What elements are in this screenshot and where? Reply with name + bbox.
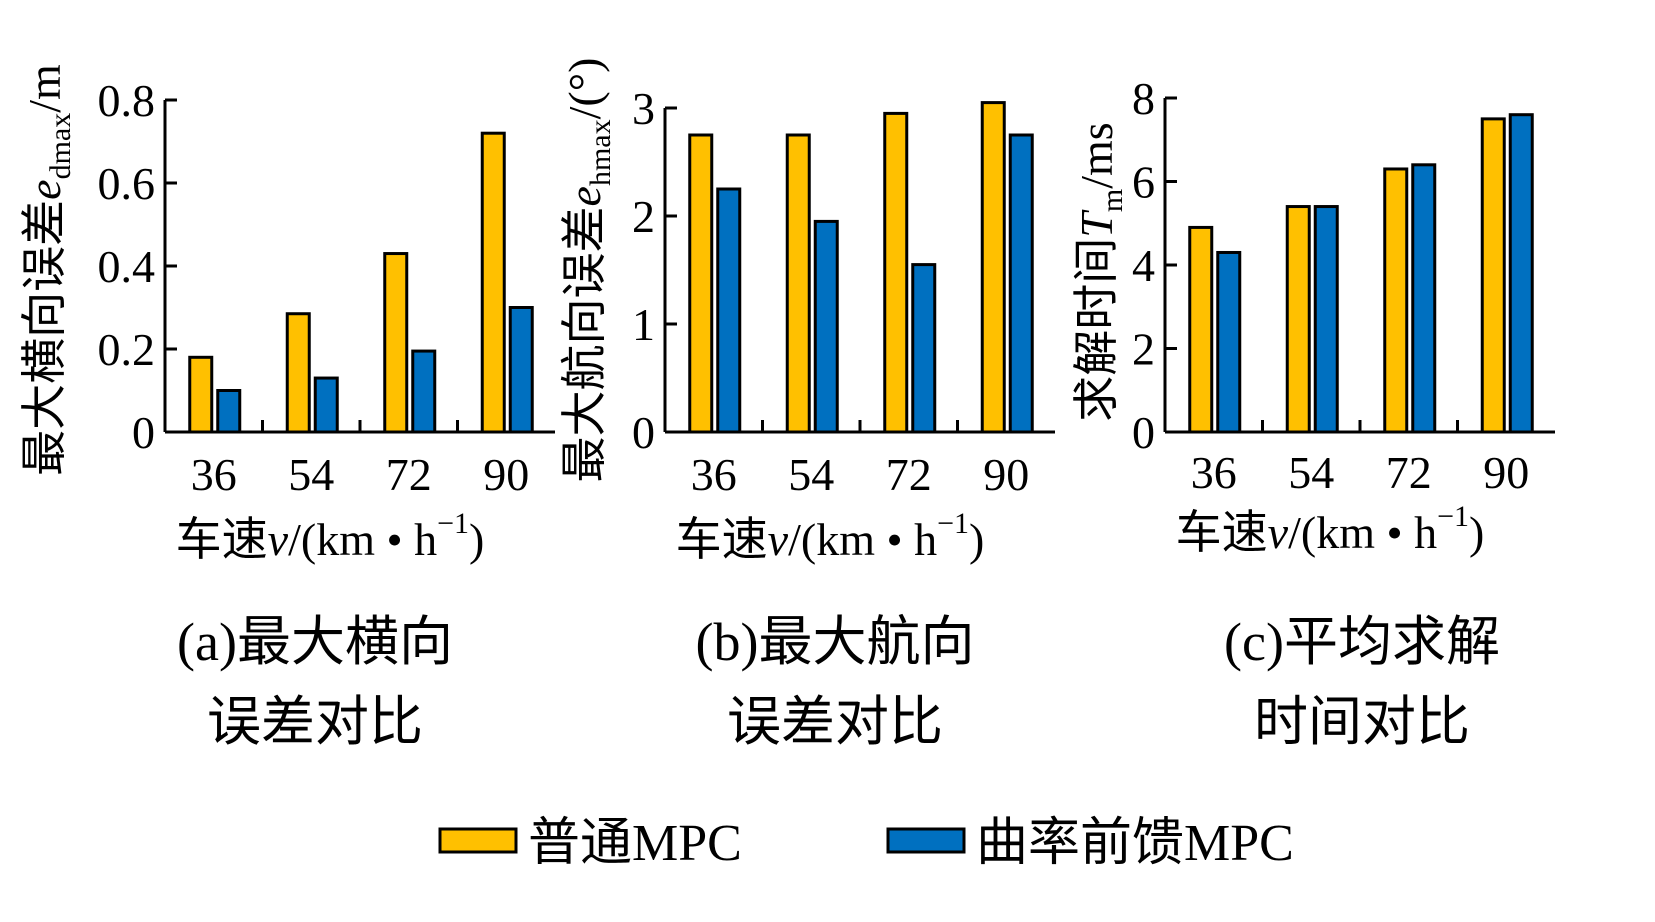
- bar-mpc: [383, 252, 409, 434]
- bar-curvature-mpc: [1508, 113, 1534, 434]
- y-tick-label: 1: [632, 299, 655, 350]
- bar-mpc: [883, 111, 909, 434]
- bar-curvature-mpc: [716, 187, 742, 434]
- y-axis-label: 最大横向误差edmax/m: [19, 64, 77, 476]
- y-tick-label: 0.2: [98, 324, 156, 375]
- x-tick-label: 90: [483, 449, 529, 500]
- legend-label-series2: 曲率前馈MPC: [976, 815, 1294, 872]
- bar-curvature-mpc: [313, 376, 339, 434]
- x-tick-label: 54: [288, 449, 334, 500]
- bar-curvature-mpc: [411, 349, 437, 434]
- x-tick-label: 72: [386, 449, 432, 500]
- bar-curvature-mpc: [1313, 205, 1339, 434]
- panel-caption-line2: 误差对比: [207, 692, 423, 752]
- bar-curvature-mpc: [216, 389, 242, 434]
- panel-a: 0 0.2 0.4 0.6 0.8 36 54 72 90 车速v/(km • h−1) 最大横向误…: [19, 64, 555, 752]
- y-tick-label: 0.6: [98, 158, 156, 209]
- y-tick-label: 0: [132, 407, 155, 458]
- bar-mpc: [1480, 117, 1506, 434]
- panel-b: 0 1 2 3 36 54 72 90 车速v/(km • h−1) 最大航向误差ehmax/(°…: [559, 58, 1055, 752]
- bar-curvature-mpc: [813, 219, 839, 434]
- legend-swatch-series2: [886, 827, 966, 854]
- y-tick-label: 2: [632, 191, 655, 242]
- x-tick-label: 36: [191, 449, 237, 500]
- bar-mpc: [480, 131, 506, 434]
- x-axis-label: 车速v/(km • h−1): [176, 507, 485, 565]
- x-tick-label: 54: [1288, 447, 1334, 498]
- x-axis-label: 车速v/(km • h−1): [1176, 500, 1485, 558]
- y-tick-label: 3: [632, 83, 655, 134]
- panel-caption-line1: (b)最大航向: [696, 612, 975, 672]
- x-tick-label: 90: [1483, 447, 1529, 498]
- x-axis-label: 车速v/(km • h−1): [676, 507, 985, 565]
- y-tick-label: 6: [1132, 157, 1155, 208]
- bar-curvature-mpc: [1216, 250, 1242, 434]
- y-tick-label: 0: [632, 407, 655, 458]
- bar-mpc: [785, 133, 811, 434]
- x-tick-label: 36: [1191, 447, 1237, 498]
- x-tick-label: 72: [1386, 447, 1432, 498]
- y-tick-label: 8: [1132, 73, 1155, 124]
- legend-label-series1: 普通MPC: [528, 815, 742, 872]
- panel-caption-line2: 时间对比: [1254, 692, 1470, 752]
- bar-mpc: [285, 312, 311, 434]
- bar-curvature-mpc: [508, 306, 534, 434]
- panel-caption-line1: (c)平均求解: [1224, 612, 1500, 672]
- panel-caption-line1: (a)最大横向: [177, 612, 453, 672]
- bar-curvature-mpc: [1411, 163, 1437, 434]
- x-tick-label: 90: [983, 449, 1029, 500]
- bar-mpc: [688, 133, 714, 434]
- bar-curvature-mpc: [1008, 133, 1034, 434]
- y-tick-label: 0: [1132, 407, 1155, 458]
- bar-mpc: [188, 355, 214, 434]
- bar-mpc: [980, 101, 1006, 434]
- panel-caption-line2: 误差对比: [727, 692, 943, 752]
- y-tick-label: 0.8: [98, 75, 156, 126]
- x-tick-label: 36: [691, 449, 737, 500]
- y-tick-label: 4: [1132, 240, 1155, 291]
- y-tick-label: 0.4: [98, 241, 156, 292]
- legend: 普通MPC 曲率前馈MPC: [438, 815, 1294, 872]
- x-tick-label: 54: [788, 449, 834, 500]
- y-axis-label: 求解时间Tm/ms: [1071, 122, 1129, 421]
- bar-mpc: [1188, 225, 1214, 434]
- y-tick-label: 2: [1132, 324, 1155, 375]
- bar-curvature-mpc: [911, 263, 937, 434]
- x-tick-label: 72: [886, 449, 932, 500]
- legend-swatch-series1: [438, 827, 518, 854]
- y-axis-label: 最大航向误差ehmax/(°): [559, 58, 617, 483]
- bar-mpc: [1383, 167, 1409, 434]
- bar-mpc: [1285, 205, 1311, 434]
